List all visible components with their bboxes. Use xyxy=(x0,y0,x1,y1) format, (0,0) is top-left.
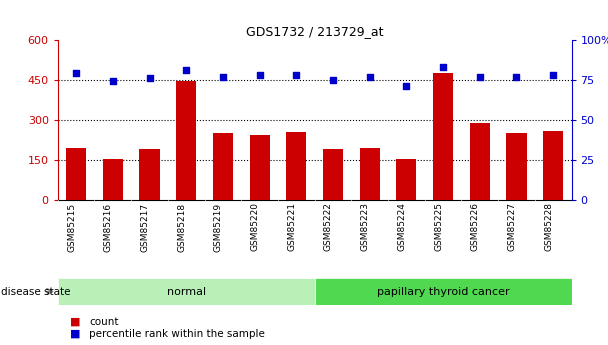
Bar xyxy=(433,73,453,200)
Point xyxy=(181,67,191,73)
Bar xyxy=(249,135,270,200)
Text: GSM85215: GSM85215 xyxy=(67,203,76,252)
Point xyxy=(438,64,448,70)
Text: GSM85216: GSM85216 xyxy=(104,203,113,252)
Bar xyxy=(506,133,527,200)
Text: papillary thyroid cancer: papillary thyroid cancer xyxy=(377,287,510,296)
Text: normal: normal xyxy=(167,287,206,296)
Bar xyxy=(139,149,159,200)
Text: percentile rank within the sample: percentile rank within the sample xyxy=(89,329,265,339)
Text: GSM85226: GSM85226 xyxy=(471,203,480,252)
Text: GSM85223: GSM85223 xyxy=(361,203,370,252)
Point xyxy=(255,72,264,78)
Point xyxy=(511,74,521,79)
Text: disease state: disease state xyxy=(1,287,71,296)
Bar xyxy=(323,149,343,200)
Bar xyxy=(286,132,306,200)
Bar xyxy=(359,148,380,200)
Text: GSM85227: GSM85227 xyxy=(508,203,516,252)
Title: GDS1732 / 213729_at: GDS1732 / 213729_at xyxy=(246,26,384,39)
Bar xyxy=(213,133,233,200)
Text: count: count xyxy=(89,317,119,326)
Bar xyxy=(315,278,572,305)
Point xyxy=(548,72,558,78)
Bar xyxy=(176,81,196,200)
Point xyxy=(108,79,118,84)
Text: GSM85221: GSM85221 xyxy=(288,203,296,252)
Text: GSM85222: GSM85222 xyxy=(324,203,333,251)
Point xyxy=(401,83,411,89)
Text: GSM85225: GSM85225 xyxy=(434,203,443,252)
Text: ■: ■ xyxy=(70,317,80,326)
Bar xyxy=(103,159,123,200)
Bar xyxy=(58,278,315,305)
Text: GSM85220: GSM85220 xyxy=(250,203,260,252)
Text: GSM85224: GSM85224 xyxy=(398,203,406,251)
Point xyxy=(218,74,228,79)
Bar xyxy=(543,130,563,200)
Text: GSM85217: GSM85217 xyxy=(140,203,150,252)
Bar xyxy=(66,148,86,200)
Point xyxy=(365,74,375,79)
Text: GSM85218: GSM85218 xyxy=(177,203,186,252)
Point xyxy=(291,72,301,78)
Bar xyxy=(470,122,490,200)
Text: GSM85228: GSM85228 xyxy=(544,203,553,252)
Point xyxy=(145,76,154,81)
Text: GSM85219: GSM85219 xyxy=(214,203,223,252)
Point xyxy=(71,71,81,76)
Point xyxy=(475,74,485,79)
Text: ■: ■ xyxy=(70,329,80,339)
Bar xyxy=(396,159,416,200)
Point xyxy=(328,77,338,82)
